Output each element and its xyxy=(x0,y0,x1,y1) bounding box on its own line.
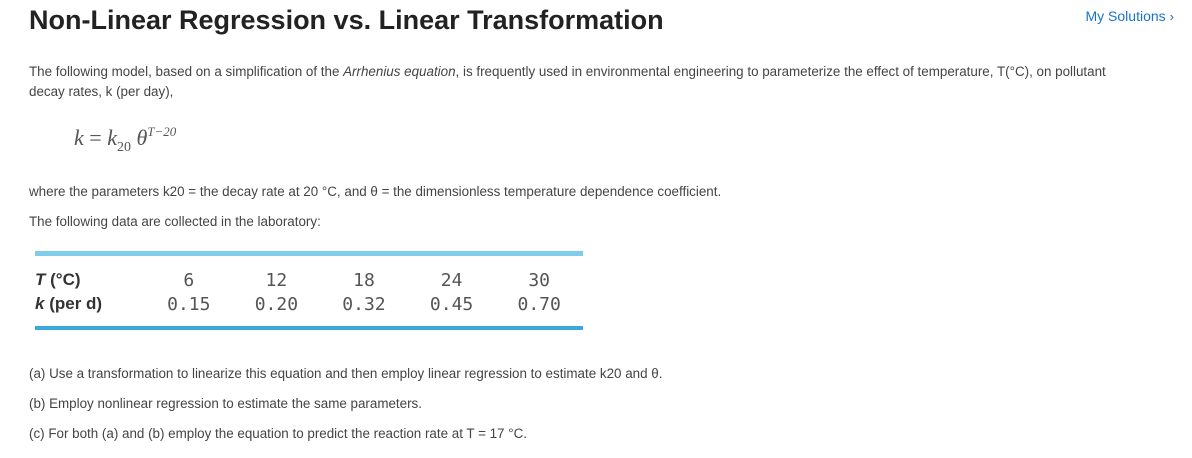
chevron-right-icon: › xyxy=(1169,9,1174,24)
table-cell: 0.45 xyxy=(429,293,474,315)
question-a: (a) Use a transformation to linearize th… xyxy=(29,366,663,381)
question-c: (c) For both (a) and (b) employ the equa… xyxy=(29,426,527,441)
my-solutions-link[interactable]: My Solutions › xyxy=(1086,8,1175,24)
table-cell: 24 xyxy=(440,269,463,291)
table-bottom-rule xyxy=(35,326,583,330)
intro-paragraph: The following model, based on a simplifi… xyxy=(29,62,1139,102)
equation-k: k xyxy=(107,125,117,150)
my-solutions-label: My Solutions xyxy=(1085,8,1166,24)
equation-exponent: T−20 xyxy=(147,124,177,139)
table-cell: 18 xyxy=(353,269,375,291)
equation-lhs: k xyxy=(74,125,84,150)
table-cell: 0.20 xyxy=(254,293,299,315)
data-table: T (°C) 6 12 18 24 30 k (per d) 0.15 0.20… xyxy=(35,251,583,330)
row-unit-temperature: (°C) xyxy=(45,270,81,289)
intro-emphasis: Arrhenius equation xyxy=(343,64,456,79)
row-var-decay-rate: k xyxy=(35,294,45,313)
data-intro: The following data are collected in the … xyxy=(29,214,321,229)
table-cell: 0.70 xyxy=(517,293,561,315)
equation-theta: θ xyxy=(136,125,148,150)
equation-equals: = xyxy=(83,125,108,150)
table-cell: 0.32 xyxy=(342,293,386,315)
table-cell: 6 xyxy=(183,269,195,291)
parameters-description: where the parameters k20 = the decay rat… xyxy=(29,184,722,199)
table-cell: 12 xyxy=(265,269,288,291)
arrhenius-equation: k = k20 θT−20 xyxy=(74,124,176,156)
row-unit-decay-rate: (per d) xyxy=(44,294,103,313)
question-b: (b) Employ nonlinear regression to estim… xyxy=(29,396,422,411)
table-top-rule xyxy=(35,251,583,256)
table-row-temperature: T (°C) 6 12 18 24 30 xyxy=(35,268,583,292)
row-label-decay-rate: k (per d) xyxy=(35,292,145,316)
row-label-temperature: T (°C) xyxy=(35,268,145,292)
intro-text-after: , is frequently used in environmental en… xyxy=(29,64,1106,99)
intro-text-before: The following model, based on a simplifi… xyxy=(29,64,344,79)
table-cell: 0.15 xyxy=(167,293,211,315)
equation-k-subscript: 20 xyxy=(116,140,131,155)
table-row-decay-rate: k (per d) 0.15 0.20 0.32 0.45 0.70 xyxy=(35,292,583,316)
table-cell: 30 xyxy=(528,269,551,291)
page-title: Non-Linear Regression vs. Linear Transfo… xyxy=(29,5,664,35)
row-var-temperature: T xyxy=(35,270,46,289)
